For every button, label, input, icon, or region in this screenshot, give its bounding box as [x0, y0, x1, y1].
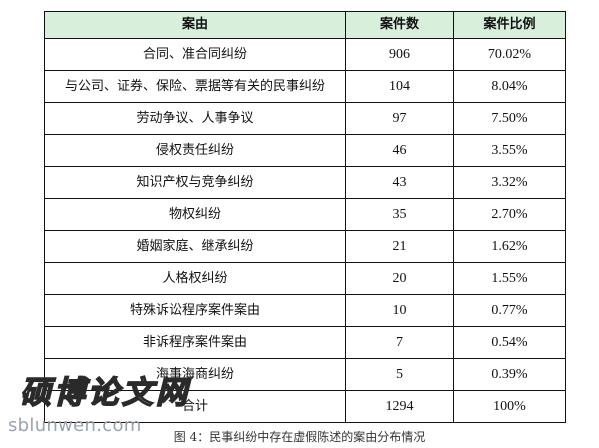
cell-ratio: 3.32%	[453, 166, 566, 199]
header-count: 案件数	[345, 11, 454, 39]
cell-ratio: 70.02%	[453, 38, 566, 71]
table-body: 合同、准合同纠纷 906 70.02% 与公司、证券、保险、票据等有关的民事纠纷…	[44, 38, 566, 423]
cell-count: 20	[345, 262, 454, 295]
table-header: 案由 案件数 案件比例	[44, 11, 566, 39]
cell-count: 35	[345, 198, 454, 231]
cell-count: 906	[345, 38, 454, 71]
table-row: 侵权责任纠纷 46 3.55%	[44, 134, 566, 167]
cell-category: 非诉程序案件案由	[44, 326, 346, 359]
cell-ratio: 1.55%	[453, 262, 566, 295]
cell-category: 知识产权与竞争纠纷	[44, 166, 346, 199]
table-row: 物权纠纷 35 2.70%	[44, 198, 566, 231]
table-row: 人格权纠纷 20 1.55%	[44, 262, 566, 295]
caption-label: 图 4：	[173, 430, 210, 444]
cell-category: 特殊诉讼程序案件案由	[44, 294, 346, 327]
cell-category: 劳动争议、人事争议	[44, 102, 346, 135]
caption-text: 民事纠纷中存在虚假陈述的案由分布情况	[209, 430, 426, 444]
cell-category: 物权纠纷	[44, 198, 346, 231]
cell-count: 43	[345, 166, 454, 199]
total-ratio: 100%	[453, 390, 566, 423]
cell-count: 46	[345, 134, 454, 167]
header-row: 案由 案件数 案件比例	[44, 11, 566, 39]
watermark-url: sblunwen.com	[8, 415, 142, 436]
cell-count: 10	[345, 294, 454, 327]
cell-ratio: 2.70%	[453, 198, 566, 231]
cell-ratio: 0.39%	[453, 358, 566, 391]
cell-count: 97	[345, 102, 454, 135]
cell-category: 人格权纠纷	[44, 262, 346, 295]
case-distribution-table: 案由 案件数 案件比例 合同、准合同纠纷 906 70.02% 与公司、证券、保…	[44, 11, 566, 423]
cell-count: 5	[345, 358, 454, 391]
cell-count: 7	[345, 326, 454, 359]
total-row: 合计 1294 100%	[44, 390, 566, 423]
header-category: 案由	[44, 11, 346, 39]
table-row: 海事海商纠纷 5 0.39%	[44, 358, 566, 391]
cell-ratio: 3.55%	[453, 134, 566, 167]
total-label: 合计	[44, 390, 346, 423]
header-ratio: 案件比例	[453, 11, 566, 39]
cell-count: 104	[345, 70, 454, 103]
table-row: 特殊诉讼程序案件案由 10 0.77%	[44, 294, 566, 327]
table-row: 婚姻家庭、继承纠纷 21 1.62%	[44, 230, 566, 263]
case-distribution-table-container: 案由 案件数 案件比例 合同、准合同纠纷 906 70.02% 与公司、证券、保…	[44, 11, 566, 423]
cell-ratio: 0.54%	[453, 326, 566, 359]
table-row: 合同、准合同纠纷 906 70.02%	[44, 38, 566, 71]
cell-ratio: 7.50%	[453, 102, 566, 135]
table-row: 与公司、证券、保险、票据等有关的民事纠纷 104 8.04%	[44, 70, 566, 103]
cell-category: 合同、准合同纠纷	[44, 38, 346, 71]
cell-category: 侵权责任纠纷	[44, 134, 346, 167]
cell-ratio: 0.77%	[453, 294, 566, 327]
cell-ratio: 1.62%	[453, 230, 566, 263]
cell-ratio: 8.04%	[453, 70, 566, 103]
cell-category: 海事海商纠纷	[44, 358, 346, 391]
figure-caption: 图 4：民事纠纷中存在虚假陈述的案由分布情况	[0, 429, 599, 445]
cell-category: 与公司、证券、保险、票据等有关的民事纠纷	[44, 70, 346, 103]
table-row: 非诉程序案件案由 7 0.54%	[44, 326, 566, 359]
table-row: 劳动争议、人事争议 97 7.50%	[44, 102, 566, 135]
table-row: 知识产权与竞争纠纷 43 3.32%	[44, 166, 566, 199]
total-count: 1294	[345, 390, 454, 423]
cell-category: 婚姻家庭、继承纠纷	[44, 230, 346, 263]
cell-count: 21	[345, 230, 454, 263]
